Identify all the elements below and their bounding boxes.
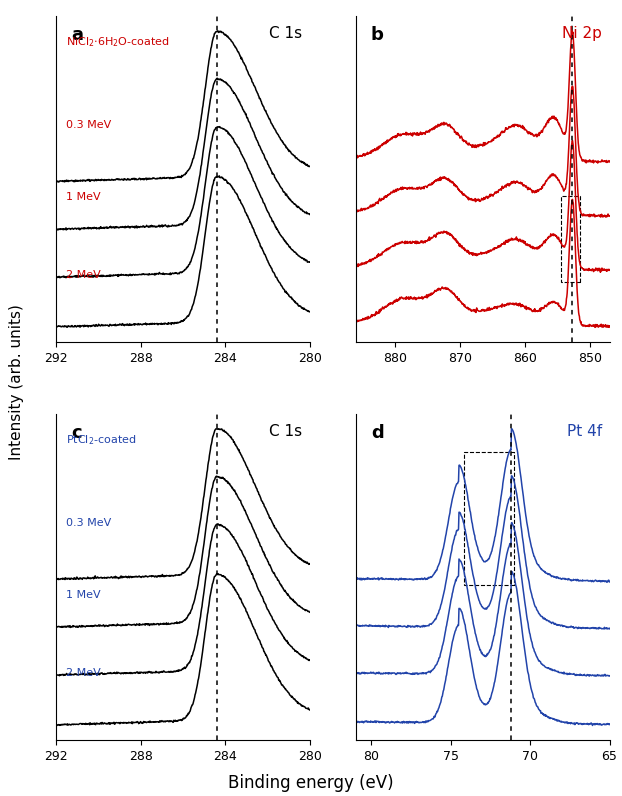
Text: NiCl$_2$$\cdot$6H$_2$O-coated: NiCl$_2$$\cdot$6H$_2$O-coated [66, 36, 170, 49]
Text: 1 MeV: 1 MeV [66, 590, 101, 600]
Text: 2 MeV: 2 MeV [66, 271, 101, 280]
Text: Intensity (arb. units): Intensity (arb. units) [9, 304, 24, 460]
Text: C 1s: C 1s [269, 25, 302, 41]
Text: b: b [371, 25, 384, 44]
Text: a: a [71, 25, 83, 44]
Text: d: d [371, 423, 384, 442]
Text: 1 MeV: 1 MeV [66, 192, 101, 202]
Text: C 1s: C 1s [269, 423, 302, 439]
Text: Pt 4f: Pt 4f [567, 423, 602, 439]
Text: c: c [71, 423, 82, 442]
Text: 0.3 MeV: 0.3 MeV [66, 120, 111, 131]
Text: Ni 2p: Ni 2p [562, 25, 602, 41]
Text: PtCl$_2$-coated: PtCl$_2$-coated [66, 434, 136, 447]
Text: 0.3 MeV: 0.3 MeV [66, 518, 111, 529]
Text: 2 MeV: 2 MeV [66, 669, 101, 678]
Text: Binding energy (eV): Binding energy (eV) [228, 774, 394, 792]
